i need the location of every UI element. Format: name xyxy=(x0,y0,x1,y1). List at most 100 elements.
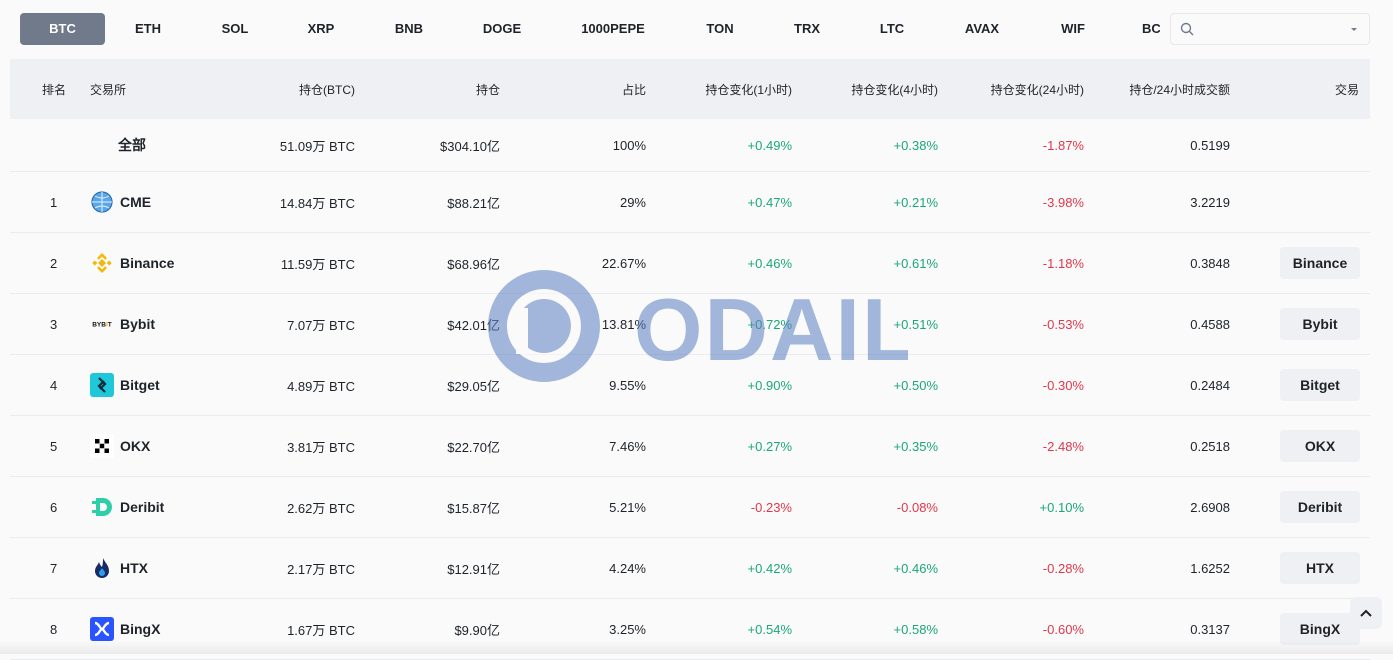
row-chg-4h: +0.58% xyxy=(893,621,938,637)
trade-button[interactable]: Bitget xyxy=(1280,369,1360,401)
trade-button[interactable]: Binance xyxy=(1280,247,1360,279)
exchange-name-cell[interactable]: Deribit xyxy=(90,477,164,537)
row-chg-24h: -3.98% xyxy=(1042,194,1084,210)
exchange-name-cell[interactable]: CME xyxy=(90,172,151,232)
col-trade: 交易 xyxy=(1334,82,1359,97)
tab-trx[interactable]: TRX xyxy=(794,21,820,36)
row-rank: 7 xyxy=(50,560,58,576)
row-oi-usd: $9.90亿 xyxy=(454,622,500,638)
total-chg-4h: +0.38% xyxy=(893,137,938,153)
tab-ltc[interactable]: LTC xyxy=(879,21,905,36)
row-chg-1h: +0.72% xyxy=(747,316,792,332)
row-chg-4h: +0.21% xyxy=(893,194,938,210)
total-oi-coin: 51.09万 BTC xyxy=(279,138,355,154)
row-rank: 5 xyxy=(50,438,58,454)
binance-icon xyxy=(90,251,114,275)
total-chg-1h: +0.49% xyxy=(747,137,792,153)
tab-avax[interactable]: AVAX xyxy=(964,21,1000,36)
open-interest-table: 排名 交易所 持仓(BTC) 持仓 占比 持仓变化(1小时) 持仓变化(4小时)… xyxy=(10,59,1370,660)
row-chg-1h: +0.42% xyxy=(747,560,792,576)
row-oi-usd: $15.87亿 xyxy=(447,500,500,516)
exchange-name: Bitget xyxy=(120,377,160,393)
trade-button[interactable]: HTX xyxy=(1280,552,1360,584)
tab-wif[interactable]: WIF xyxy=(1061,21,1085,36)
row-ratio: 1.6252 xyxy=(1190,560,1230,576)
col-oi-usd: 持仓 xyxy=(475,82,500,97)
row-chg-24h: -0.30% xyxy=(1042,377,1084,393)
table-header: 排名 交易所 持仓(BTC) 持仓 占比 持仓变化(1小时) 持仓变化(4小时)… xyxy=(10,59,1370,119)
row-oi-coin: 14.84万 BTC xyxy=(279,195,355,211)
row-ratio: 2.6908 xyxy=(1190,499,1230,515)
row-chg-24h: -2.48% xyxy=(1042,438,1084,454)
trade-button[interactable]: Deribit xyxy=(1280,491,1360,523)
row-oi-coin: 3.81万 BTC xyxy=(287,439,355,455)
chevron-down-icon[interactable] xyxy=(1349,26,1359,34)
row-ratio: 0.3137 xyxy=(1190,621,1230,637)
tab-bc[interactable]: BC xyxy=(1142,21,1160,36)
trade-button[interactable]: Bybit xyxy=(1280,308,1360,340)
scroll-to-top-button[interactable] xyxy=(1350,597,1382,629)
row-share: 3.25% xyxy=(609,621,646,637)
row-share: 7.46% xyxy=(609,438,646,454)
trade-button[interactable]: OKX xyxy=(1280,430,1360,462)
col-oi-coin: 持仓(BTC) xyxy=(299,82,355,97)
bingx-icon xyxy=(90,617,114,641)
coin-search-select[interactable] xyxy=(1170,13,1370,45)
coin-tab-bar: BTC ETH SOL XRP BNB DOGE 1000PEPE TON TR… xyxy=(0,0,1393,56)
row-rank: 1 xyxy=(50,194,58,210)
col-chg-1h: 持仓变化(1小时) xyxy=(705,82,792,97)
row-share: 22.67% xyxy=(601,255,646,271)
chevron-up-icon xyxy=(1360,609,1372,617)
tab-1000pepe[interactable]: 1000PEPE xyxy=(581,21,645,36)
row-chg-1h: +0.27% xyxy=(747,438,792,454)
row-oi-coin: 11.59万 BTC xyxy=(280,256,355,272)
exchange-name-cell[interactable]: Bitget xyxy=(90,355,160,415)
tab-btc[interactable]: BTC xyxy=(20,13,105,45)
row-chg-24h: -0.53% xyxy=(1042,316,1084,332)
col-chg-24h: 持仓变化(24小时) xyxy=(990,82,1084,97)
table-row: 8 BingX 1.67万 BTC $9.90亿 3.25% +0.54% +0.58% -0… xyxy=(10,599,1370,660)
tab-eth[interactable]: ETH xyxy=(135,21,161,36)
svg-text:BYBIT: BYBIT xyxy=(92,322,112,329)
exchange-name: OKX xyxy=(120,438,151,454)
row-ratio: 0.3848 xyxy=(1190,255,1230,271)
tab-bnb[interactable]: BNB xyxy=(394,21,424,36)
row-oi-usd: $29.05亿 xyxy=(447,378,500,394)
exchange-name-cell[interactable]: BingX xyxy=(90,599,160,659)
row-share: 29% xyxy=(619,194,646,210)
exchange-name-cell[interactable]: OKX xyxy=(90,416,150,476)
table-row: 5 OKX 3.81万 BTC $22.70亿 7.46% +0.27% +0.35% -2.… xyxy=(10,416,1370,477)
row-share: 13.81% xyxy=(601,316,646,332)
table-row: 6 Deribit 2.62万 BTC $15.87亿 5.21% -0.23% -0.08… xyxy=(10,477,1370,538)
row-chg-24h: +0.10% xyxy=(1039,499,1084,515)
row-ratio: 3.2219 xyxy=(1190,194,1230,210)
exchange-name-cell[interactable]: Binance xyxy=(90,233,174,293)
row-oi-usd: $88.21亿 xyxy=(447,195,500,211)
row-rank: 2 xyxy=(50,255,58,271)
row-oi-usd: $42.01亿 xyxy=(447,317,500,333)
tab-ton[interactable]: TON xyxy=(706,21,734,36)
exchange-name: Deribit xyxy=(120,499,165,515)
tab-sol[interactable]: SOL xyxy=(221,21,249,36)
total-share: 100% xyxy=(612,137,646,153)
col-chg-4h: 持仓变化(4小时) xyxy=(851,82,938,97)
okx-icon xyxy=(90,434,114,458)
tab-doge[interactable]: DOGE xyxy=(482,21,522,36)
total-label: 全部 xyxy=(118,137,146,153)
tab-xrp[interactable]: XRP xyxy=(307,21,335,36)
exchange-name-cell[interactable]: HTX xyxy=(90,538,148,598)
row-chg-24h: -0.28% xyxy=(1042,560,1084,576)
row-share: 9.55% xyxy=(609,377,646,393)
row-chg-1h: -0.23% xyxy=(750,499,792,515)
row-oi-usd: $12.91亿 xyxy=(447,561,500,577)
row-oi-usd: $22.70亿 xyxy=(447,439,500,455)
search-input[interactable] xyxy=(1199,18,1343,42)
col-rank: 排名 xyxy=(42,82,67,97)
col-share: 占比 xyxy=(621,82,646,97)
search-icon xyxy=(1180,22,1194,36)
table-row: 1 CME 14.84万 BTC $88.21亿 29% +0.47% +0.21% -3.9… xyxy=(10,172,1370,233)
row-oi-coin: 1.67万 BTC xyxy=(287,622,355,638)
trade-button[interactable]: BingX xyxy=(1280,613,1360,645)
row-share: 4.24% xyxy=(609,560,646,576)
exchange-name-cell[interactable]: BYBIT Bybit xyxy=(90,294,155,354)
